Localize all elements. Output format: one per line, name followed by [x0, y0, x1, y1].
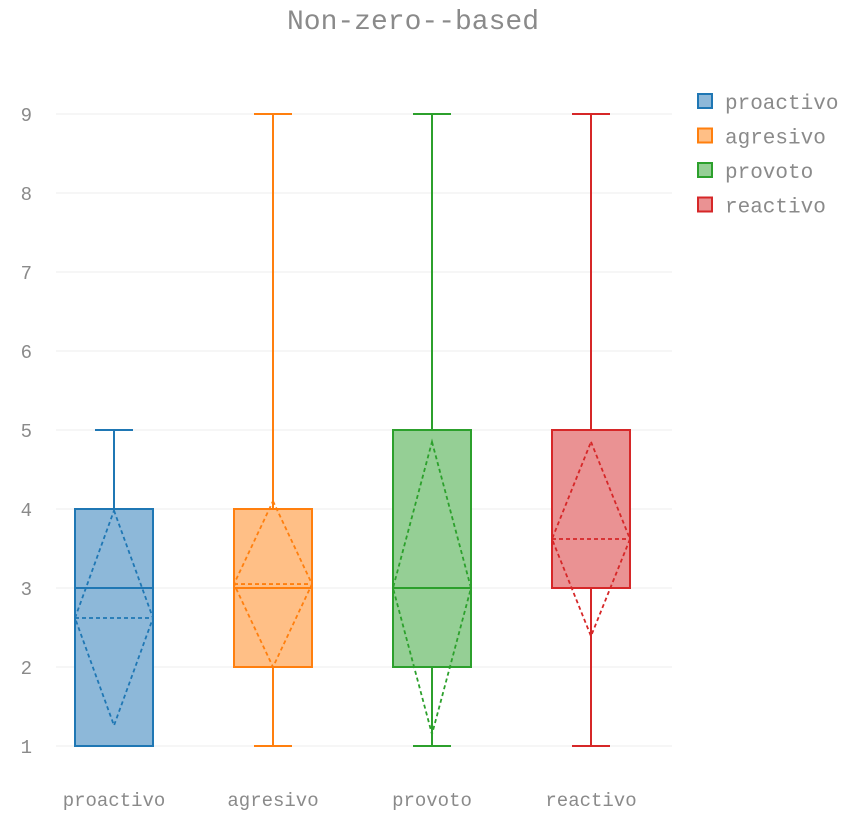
legend-label: reactivo — [725, 197, 826, 220]
legend-swatch — [697, 196, 713, 213]
grid-lines — [56, 113, 672, 747]
y-tick-label: 4 — [21, 500, 32, 522]
y-tick-label: 9 — [21, 105, 32, 127]
legend-item-reactivo[interactable]: reactivo — [697, 196, 826, 220]
sd-diamond — [392, 438, 472, 738]
legend-swatch — [697, 127, 713, 144]
box-provoto[interactable] — [392, 113, 472, 747]
y-tick-label: 3 — [21, 579, 32, 601]
y-tick-label: 2 — [21, 658, 32, 680]
x-tick-label: agresivo — [227, 790, 318, 812]
x-tick-label: reactivo — [545, 790, 636, 812]
sd-diamond — [74, 507, 154, 729]
box-iqr — [392, 429, 472, 668]
legend-swatch — [697, 93, 713, 109]
y-tick-label: 5 — [21, 421, 32, 443]
legend-label: agresivo — [725, 128, 826, 151]
legend-item-proactivo[interactable]: proactivo — [697, 93, 838, 116]
legend-label: provoto — [725, 162, 813, 185]
legend[interactable]: proactivo agresivo provoto reactivo — [697, 93, 838, 220]
y-tick-label: 7 — [21, 263, 32, 285]
sd-diamond — [233, 498, 313, 670]
x-tick-label: provoto — [392, 790, 472, 812]
legend-label: proactivo — [725, 93, 838, 116]
x-tick-label: proactivo — [63, 790, 166, 812]
x-axis-ticks: proactivo agresivo provoto reactivo — [63, 790, 637, 812]
y-tick-label: 6 — [21, 342, 32, 364]
legend-swatch — [697, 162, 713, 178]
y-tick-label: 8 — [21, 184, 32, 206]
y-tick-label: 1 — [21, 737, 32, 759]
box-series-layer — [74, 113, 631, 747]
legend-item-provoto[interactable]: provoto — [697, 162, 813, 185]
box-reactivo[interactable] — [551, 113, 631, 747]
box-proactivo[interactable] — [74, 429, 154, 747]
box-agresivo[interactable] — [233, 113, 313, 747]
legend-item-agresivo[interactable]: agresivo — [697, 127, 826, 151]
chart-title: Non-zero--based — [287, 7, 539, 38]
y-axis-ticks: 1 2 3 4 5 6 7 8 9 — [21, 105, 32, 759]
box-iqr — [74, 508, 154, 747]
